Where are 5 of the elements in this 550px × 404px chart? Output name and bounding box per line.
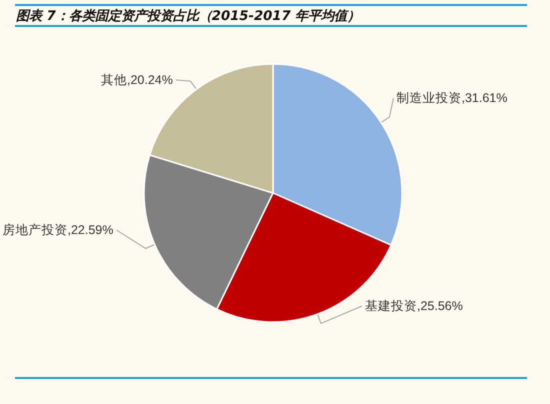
slice-label: 基建投资,25.56% — [365, 298, 463, 314]
slice-label: 房地产投资,22.59% — [2, 222, 114, 238]
slice-label: 其他,20.24% — [101, 72, 173, 88]
slice-label: 制造业投资,31.61% — [396, 90, 508, 106]
chart-title: 图表 7：各类固定资产投资占比（2015-2017 年平均值） — [16, 8, 360, 25]
